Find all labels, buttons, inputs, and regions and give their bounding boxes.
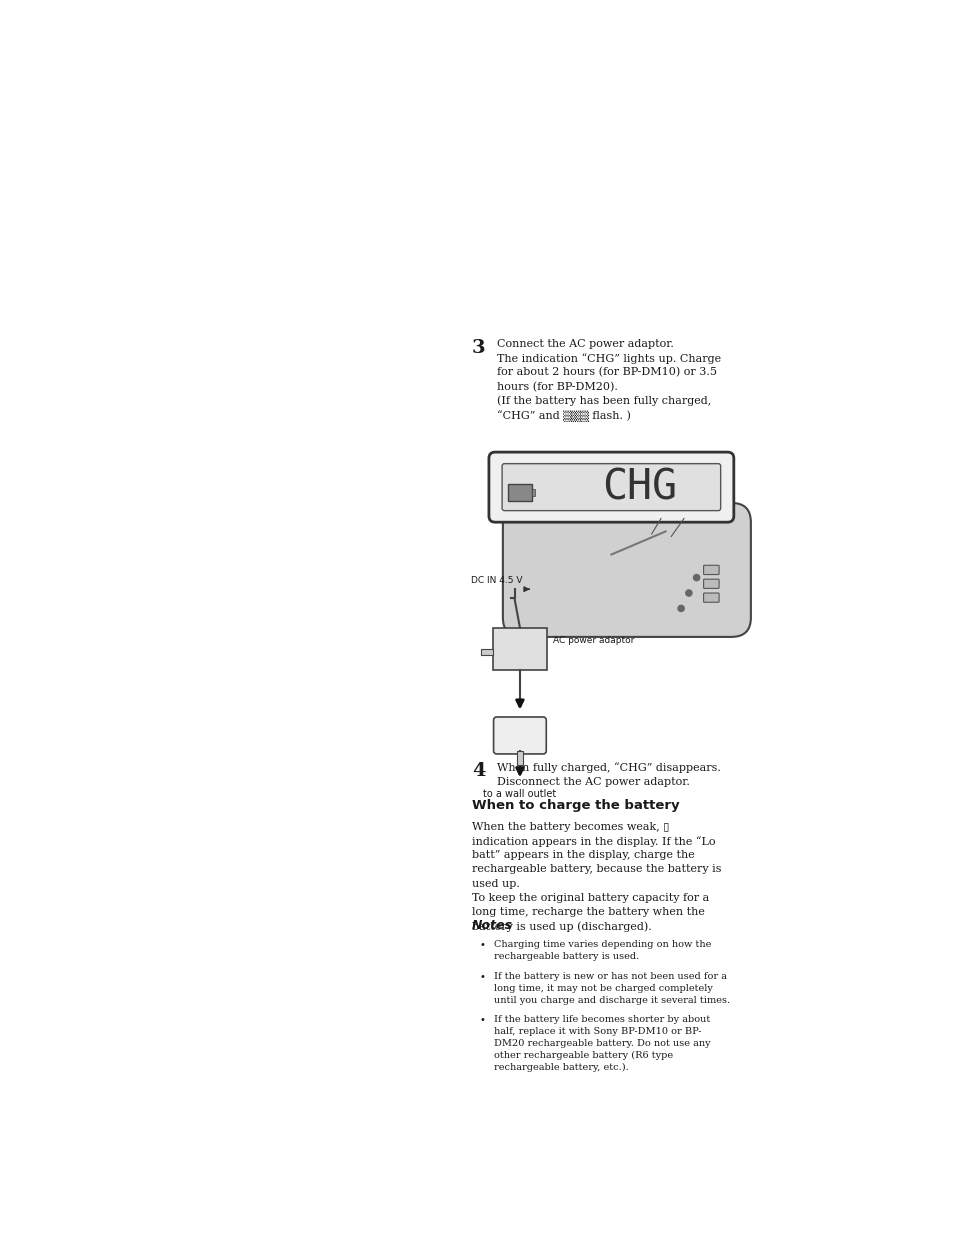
FancyBboxPatch shape <box>480 649 493 655</box>
FancyBboxPatch shape <box>501 464 720 510</box>
Text: half, replace it with Sony BP-DM10 or BP-: half, replace it with Sony BP-DM10 or BP… <box>493 1027 700 1036</box>
FancyBboxPatch shape <box>703 580 719 588</box>
Text: If the battery life becomes shorter by about: If the battery life becomes shorter by a… <box>493 1015 709 1025</box>
Text: The indication “CHG” lights up. Charge: The indication “CHG” lights up. Charge <box>497 353 720 364</box>
FancyBboxPatch shape <box>488 453 733 523</box>
Text: other rechargeable battery (R6 type: other rechargeable battery (R6 type <box>493 1052 672 1060</box>
Text: When to charge the battery: When to charge the battery <box>472 799 679 811</box>
Text: •: • <box>479 1015 485 1026</box>
Text: rechargeable battery is used.: rechargeable battery is used. <box>493 952 639 962</box>
Text: (If the battery has been fully charged,: (If the battery has been fully charged, <box>497 396 710 407</box>
FancyBboxPatch shape <box>531 488 534 496</box>
Text: until you charge and discharge it several times.: until you charge and discharge it severa… <box>493 996 729 1005</box>
Text: When fully charged, “CHG” disappears.: When fully charged, “CHG” disappears. <box>497 762 720 773</box>
Text: rechargeable battery, because the battery is: rechargeable battery, because the batter… <box>472 864 720 874</box>
Text: used up.: used up. <box>472 879 519 889</box>
Text: “CHG” and ▒▒▒ flash. ): “CHG” and ▒▒▒ flash. ) <box>497 411 630 422</box>
Text: DM20 rechargeable battery. Do not use any: DM20 rechargeable battery. Do not use an… <box>493 1039 709 1048</box>
Text: Connect the AC power adaptor.: Connect the AC power adaptor. <box>497 339 673 349</box>
Text: 4: 4 <box>472 762 485 780</box>
Text: AC power adaptor: AC power adaptor <box>553 636 634 645</box>
FancyBboxPatch shape <box>493 718 546 753</box>
Circle shape <box>693 575 699 581</box>
FancyBboxPatch shape <box>517 751 522 764</box>
Text: CHG: CHG <box>601 466 676 508</box>
FancyBboxPatch shape <box>703 565 719 575</box>
Text: batt” appears in the display, charge the: batt” appears in the display, charge the <box>472 851 694 861</box>
Circle shape <box>678 605 683 612</box>
FancyBboxPatch shape <box>703 593 719 602</box>
Text: To keep the original battery capacity for a: To keep the original battery capacity fo… <box>472 893 708 903</box>
Text: 3: 3 <box>472 339 485 356</box>
Text: •: • <box>479 972 485 981</box>
Text: •: • <box>479 941 485 951</box>
Text: long time, it may not be charged completely: long time, it may not be charged complet… <box>493 984 712 993</box>
Ellipse shape <box>517 524 736 629</box>
FancyBboxPatch shape <box>493 628 546 670</box>
Text: indication appears in the display. If the “Lo: indication appears in the display. If th… <box>472 836 715 847</box>
FancyBboxPatch shape <box>502 503 750 637</box>
FancyBboxPatch shape <box>508 483 531 501</box>
Text: long time, recharge the battery when the: long time, recharge the battery when the <box>472 907 704 917</box>
Text: Notes: Notes <box>472 919 513 932</box>
Text: rechargeable battery, etc.).: rechargeable battery, etc.). <box>493 1063 628 1073</box>
Text: to a wall outlet: to a wall outlet <box>483 789 556 799</box>
Text: for about 2 hours (for BP-DM10) or 3.5: for about 2 hours (for BP-DM10) or 3.5 <box>497 367 716 377</box>
Text: DC IN 4.5 V: DC IN 4.5 V <box>470 576 521 586</box>
Text: Charging time varies depending on how the: Charging time varies depending on how th… <box>493 941 710 949</box>
Text: hours (for BP-DM20).: hours (for BP-DM20). <box>497 382 617 392</box>
Circle shape <box>685 589 691 596</box>
Text: If the battery is new or has not been used for a: If the battery is new or has not been us… <box>493 972 726 981</box>
Text: Disconnect the AC power adaptor.: Disconnect the AC power adaptor. <box>497 777 689 787</box>
Text: When the battery becomes weak, ▯: When the battery becomes weak, ▯ <box>472 821 669 832</box>
Text: battery is used up (discharged).: battery is used up (discharged). <box>472 921 651 932</box>
